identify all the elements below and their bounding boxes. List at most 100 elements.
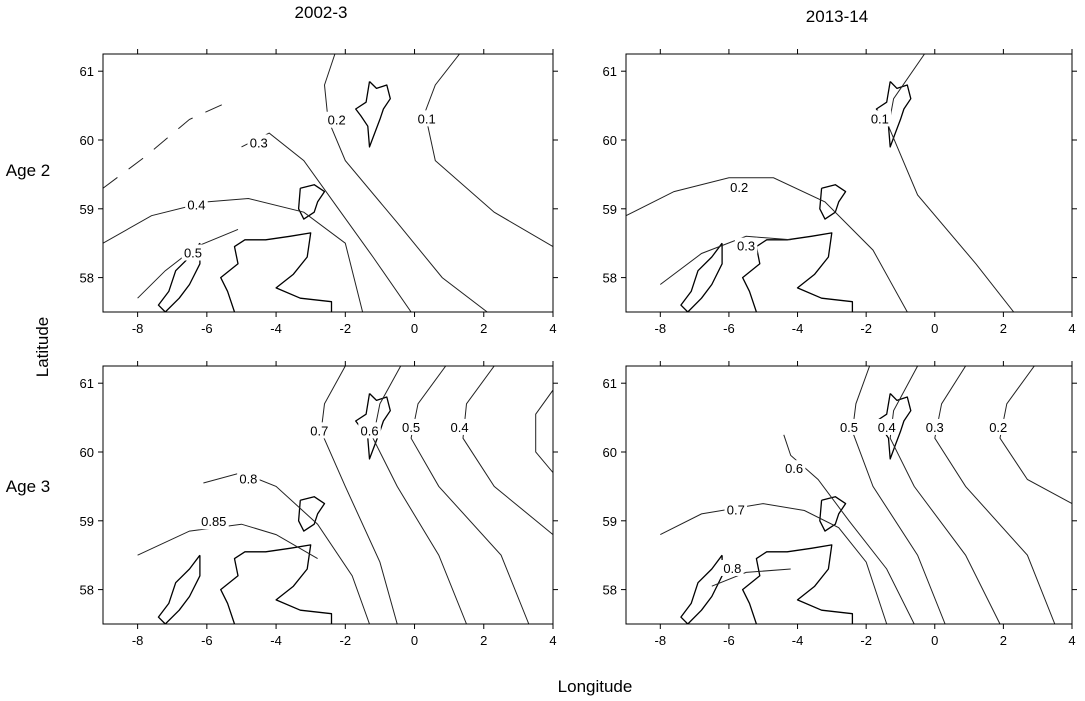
y-tick-label: 59 (80, 514, 94, 529)
contour-line-0.85 (137, 523, 318, 560)
coastline-hebrides (157, 554, 201, 624)
plot-area: 0.85 0.8 0.7 0.6 0.5 0.4 (137, 366, 553, 624)
contour-label-bg (727, 179, 751, 196)
contour-line-0.2 (626, 177, 908, 312)
contour-label-bg (734, 237, 758, 254)
x-tick-label: -6 (201, 321, 213, 336)
x-axis-label: Longitude (558, 677, 633, 696)
contour-label-bg (986, 418, 1010, 435)
contour-label: 0.3 (737, 239, 755, 254)
coastline-mainland (741, 544, 854, 624)
x-tick-label: 0 (931, 633, 938, 648)
contour-line-0.6 (783, 434, 915, 624)
x-tick-label: -8 (655, 633, 667, 648)
contour-label-bg (185, 196, 208, 213)
panel-2: 0.3 0.2 0.1 -8 -6 -4 -2 0 2 4 58 59 60 61 (603, 49, 1077, 336)
contour-label: 0.2 (328, 113, 346, 128)
contour-label-bg (181, 244, 205, 261)
contour-label-bg (358, 422, 381, 439)
y-tick-label: 59 (603, 202, 617, 217)
contour-label: 0.85 (201, 514, 226, 529)
x-tick-label: -4 (270, 633, 282, 648)
contour-line-0.4 (889, 366, 1001, 624)
contour-label: 0.3 (250, 135, 268, 150)
contour-line-0.8 (711, 568, 791, 587)
contour-line-0.4 (103, 197, 364, 312)
coastline-hebrides (680, 242, 723, 312)
x-tick-label: 0 (411, 633, 418, 648)
row-label-age3: Age 3 (6, 477, 50, 496)
coastline-shetland (875, 81, 912, 148)
coastline-mainland (741, 232, 854, 312)
plot-area: 0.3 0.2 0.1 (626, 54, 1015, 312)
x-tick-label: -6 (201, 633, 213, 648)
row-label-age2: Age 2 (6, 161, 50, 180)
x-tick-label: -8 (132, 633, 144, 648)
contour-label-bg (325, 111, 348, 128)
column-title-left: 2002-3 (295, 3, 348, 22)
x-tick-label: 4 (549, 321, 556, 336)
contour-line-0.1 (424, 54, 553, 248)
y-tick-label: 61 (603, 64, 617, 79)
contour-line-0.8 (203, 472, 370, 624)
column-title-right: 2013-14 (806, 7, 868, 26)
y-axis-label: Latitude (33, 317, 52, 378)
contour-label: 0.5 (402, 420, 420, 435)
coastline-orkney (819, 496, 847, 532)
contour-line-0.3 (934, 366, 1056, 624)
y-tick-label: 61 (603, 376, 617, 391)
x-tick-label: -6 (723, 633, 735, 648)
contour-label-bg (308, 422, 331, 439)
y-tick-label: 61 (80, 64, 94, 79)
x-tick-label: 0 (931, 321, 938, 336)
contour-label: 0.7 (310, 423, 328, 438)
panel-4: 0.8 0.7 0.6 0.5 0.4 0.3 0.2 -8 -6 -4 -2 0 2 4 58 59 60 61 (603, 361, 1077, 648)
contour-line-unlabeled (103, 101, 228, 189)
x-tick-label: 4 (1068, 633, 1075, 648)
panels: 0.5 0.4 0.3 0.2 0.1 -8 -6 -4 -2 0 2 4 58 59 60 61 0.3 0.2… (80, 49, 1077, 648)
contour-label-bg (198, 513, 229, 530)
contour-label-bg (399, 418, 423, 435)
contour-label: 0.7 (727, 502, 745, 517)
panel-3: 0.85 0.8 0.7 0.6 0.5 0.4 -8 -6 -4 -2 0 2 4 58 59 60 61 (80, 361, 558, 648)
contour-label-bg (721, 559, 744, 576)
contour-line-0.7 (660, 503, 888, 624)
coastline-mainland (220, 232, 333, 312)
plot-area: 0.5 0.4 0.3 0.2 0.1 (103, 54, 553, 312)
x-tick-label: 2 (1000, 633, 1007, 648)
x-tick-label: 4 (1068, 321, 1075, 336)
x-tick-label: 2 (1000, 321, 1007, 336)
contour-label-bg (237, 470, 260, 487)
y-tick-label: 60 (80, 133, 94, 148)
contour-line-0.6 (372, 366, 467, 624)
x-tick-label: -2 (340, 633, 352, 648)
x-tick-label: 2 (480, 321, 487, 336)
x-tick-label: 0 (411, 321, 418, 336)
contour-line-0.1 (887, 54, 1015, 312)
x-tick-label: -6 (723, 321, 735, 336)
contour-label: 0.1 (871, 111, 889, 126)
x-tick-label: 2 (480, 633, 487, 648)
contour-line-0.5 (410, 366, 530, 624)
contour-label-bg (782, 460, 806, 477)
contour-label: 0.4 (187, 197, 205, 212)
coastline-orkney (819, 184, 847, 220)
y-tick-label: 60 (603, 445, 617, 460)
coastline-mainland (220, 544, 333, 624)
coastline-hebrides (680, 554, 723, 624)
contour-label-bg (247, 134, 271, 151)
x-tick-label: -2 (860, 633, 872, 648)
contour-label-bg (724, 501, 748, 518)
y-tick-label: 60 (603, 133, 617, 148)
coastline-orkney (297, 184, 326, 220)
coastline-shetland (355, 81, 391, 148)
y-tick-label: 61 (80, 376, 94, 391)
contour-label: 0.6 (785, 461, 803, 476)
y-tick-label: 59 (80, 202, 94, 217)
contour-line-0.4 (462, 366, 553, 535)
y-tick-label: 60 (80, 445, 94, 460)
contour-label: 0.8 (239, 472, 257, 487)
x-tick-label: -8 (132, 321, 144, 336)
contour-line-0.3 (659, 235, 791, 285)
